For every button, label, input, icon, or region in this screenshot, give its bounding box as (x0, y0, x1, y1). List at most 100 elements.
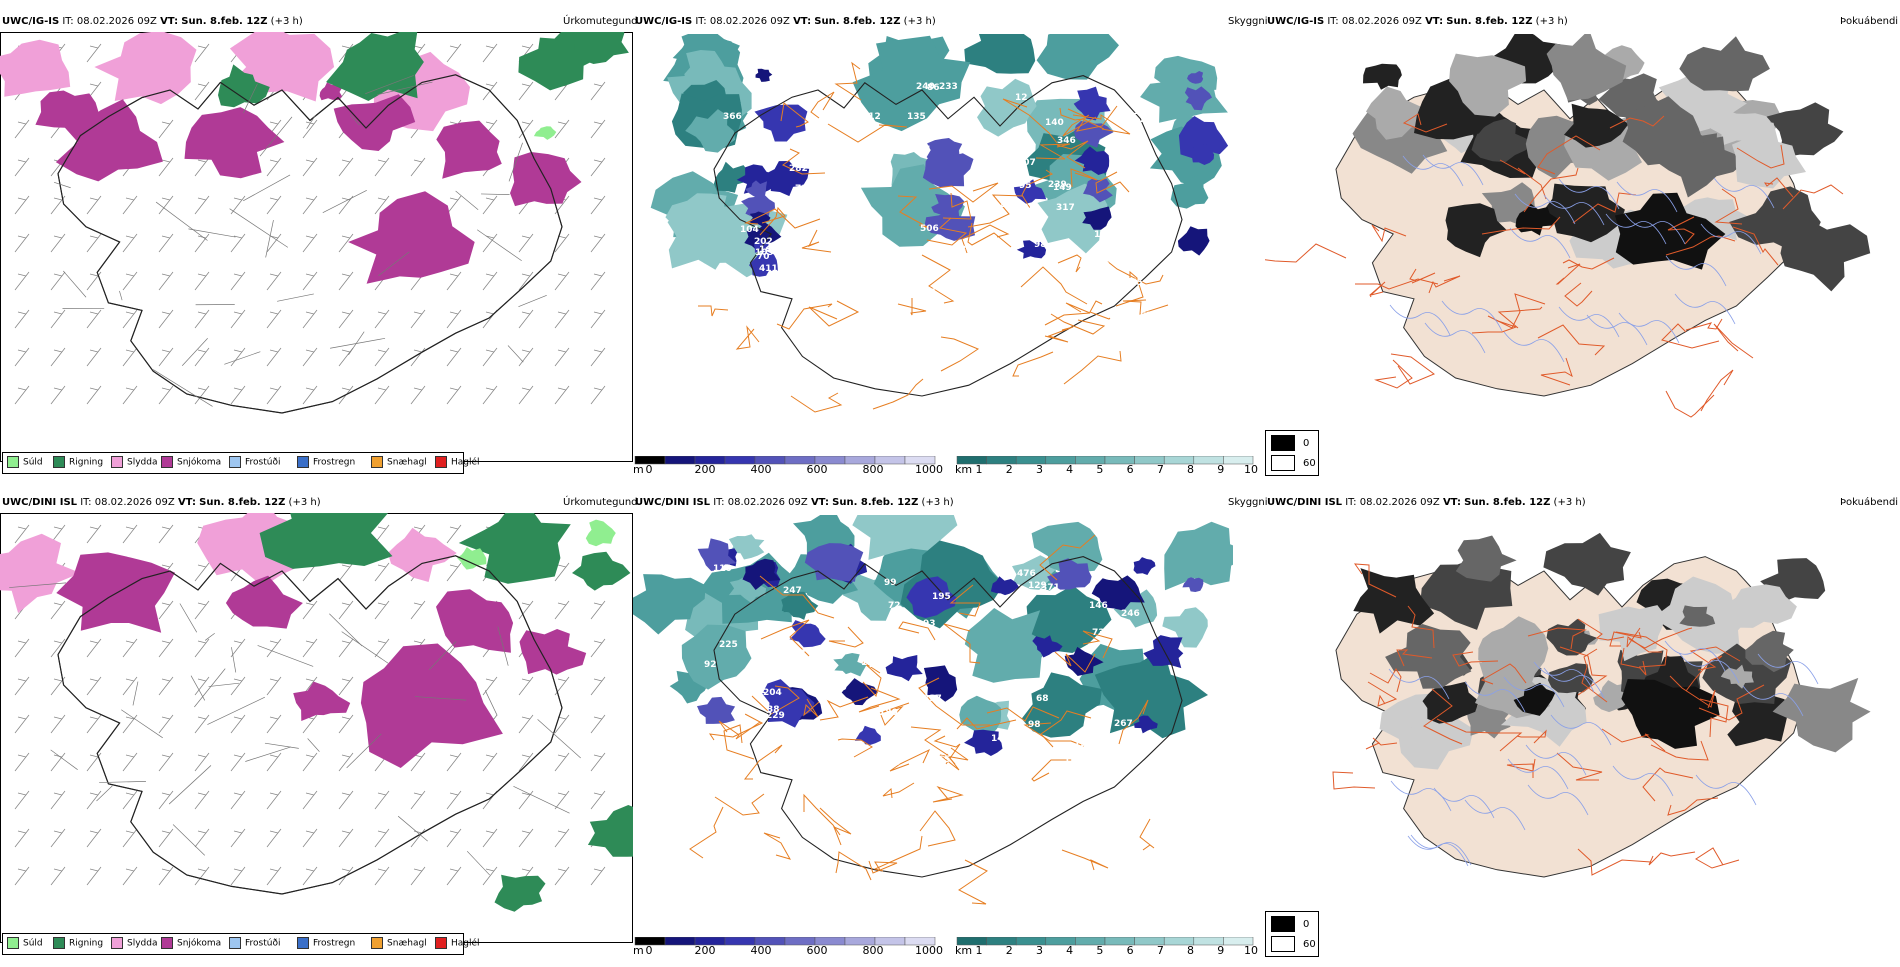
ceiling-value-label: 411 (759, 264, 778, 274)
ceiling-value-label: 140 (1045, 118, 1064, 128)
ceiling-value-label: 337 (923, 694, 942, 704)
colorbar-tick: 4 (1066, 944, 1073, 957)
legend-label: Haglél (451, 458, 480, 468)
ceiling-value-label: 70 (757, 252, 770, 262)
visibility-area (1037, 34, 1119, 80)
ceiling-colorbar-gradient (633, 937, 938, 947)
it-label: IT: (1327, 16, 1338, 27)
vt-label: VT: (1425, 16, 1443, 27)
ceiling-value-label: 831 (930, 769, 949, 779)
colorbar-cell (665, 937, 695, 945)
ceiling-value-label: 399 (960, 245, 979, 255)
ceiling-value-label: 158 (1064, 757, 1083, 767)
road-line (1714, 324, 1753, 358)
road-line (1013, 352, 1053, 376)
ceiling-colorbar-gradient (633, 456, 938, 466)
model-name: UWC/DINI ISL (635, 497, 710, 508)
colorbar-tick: 1000 (915, 944, 943, 957)
road-line (873, 379, 923, 409)
ceiling-area (1178, 226, 1210, 255)
legend-swatch (297, 456, 309, 468)
colorbar-tick: 1000 (915, 463, 943, 476)
forecast-offset: (+3 h) (1554, 497, 1586, 508)
fog-legend-label: 60 (1303, 458, 1316, 469)
panel-title: Þokuábendi (1840, 497, 1898, 509)
ceiling-value-label: 95 (1019, 181, 1032, 191)
legend-item: Súld (7, 937, 43, 949)
ceiling-value-label: 76 (1058, 90, 1071, 100)
road-line (1058, 255, 1081, 272)
colorbar-tick: 4 (1066, 463, 1073, 476)
model-name: UWC/DINI ISL (2, 497, 77, 508)
model-name: UWC/IG-IS (1267, 16, 1324, 27)
ceiling-value-label: 73 (1092, 628, 1105, 638)
colorbar-tick: 9 (1217, 944, 1224, 957)
precip-type-map (0, 32, 633, 462)
road-line (959, 860, 987, 904)
ceiling-value-label: 626 (978, 139, 997, 149)
road-line (802, 230, 831, 252)
ceiling-value-label: 98 (1028, 720, 1041, 730)
it-value: 08.02.2026 09Z (728, 497, 808, 508)
legend-item: Haglél (435, 937, 480, 949)
fog-legend-item: 60 (1271, 455, 1316, 471)
precip-type-panel: UWC/DINI ISL IT: 08.02.2026 09Z VT: Sun.… (0, 497, 640, 967)
legend-swatch (7, 456, 19, 468)
road-line (698, 306, 728, 316)
colorbar-tick: 600 (807, 944, 828, 957)
panel-header: UWC/DINI ISL IT: 08.02.2026 09Z VT: Sun.… (1267, 497, 1586, 509)
panel-header: UWC/DINI ISL IT: 08.02.2026 09Z VT: Sun.… (635, 497, 954, 509)
legend-item: Haglél (435, 456, 480, 468)
ceiling-value-label: 72 (888, 601, 901, 611)
colorbar-tick: 2 (1006, 944, 1013, 957)
ceiling-area (756, 69, 773, 82)
legend-swatch (371, 456, 383, 468)
ceiling-value-label: 104 (740, 225, 759, 235)
road-line (1701, 370, 1733, 411)
fog-legend-label: 60 (1303, 939, 1316, 950)
ceiling-unit: m (633, 463, 644, 476)
ceiling-value-label: 146 (1089, 601, 1108, 611)
panel-title: Þokuábendi (1840, 16, 1898, 28)
ceiling-value-label: 246 (1121, 609, 1140, 619)
road-line (1265, 244, 1346, 262)
ceiling-value-label: 989 (1046, 298, 1065, 308)
ceiling-value-label: 204 (763, 688, 782, 698)
colorbar-tick: 600 (807, 463, 828, 476)
ceiling-value-label: 62 (826, 738, 839, 748)
vt-label: VT: (178, 497, 196, 508)
road-line (690, 807, 723, 858)
ceiling-value-label: 239 (1048, 180, 1067, 190)
ceiling-value-label: 259 (882, 758, 901, 768)
legend-item: Snæhagl (371, 937, 427, 949)
road-line (875, 836, 922, 871)
ceiling-value-label: 170 (1021, 203, 1040, 213)
cloud-ceiling-panel: UWC/DINI ISL IT: 08.02.2026 09Z VT: Sun.… (633, 497, 1273, 967)
it-value: 08.02.2026 09Z (710, 16, 790, 27)
legend-item: Frostúði (229, 456, 280, 468)
ceiling-value-label: 282 (789, 164, 808, 174)
ceiling-value-label: 166 (780, 649, 799, 659)
ceiling-value-label: 173 (841, 765, 860, 775)
road-line (898, 298, 926, 315)
ceiling-area (697, 697, 735, 724)
it-label: IT: (80, 497, 91, 508)
ceiling-value-label: 195 (932, 592, 951, 602)
it-label: IT: (1345, 497, 1356, 508)
ceiling-value-label: 86 (927, 83, 940, 93)
vt-label: VT: (793, 16, 811, 27)
ceiling-value-label: 700 (828, 683, 847, 693)
road-line (829, 627, 863, 647)
road-line (715, 794, 764, 815)
fog-legend-swatch (1271, 455, 1295, 471)
ceiling-value-label: 110 (713, 564, 732, 574)
vt-value: Sun. 8.feb. 12Z (832, 497, 918, 508)
ceiling-value-label: 63 (1140, 311, 1153, 321)
legend-item: Rigning (53, 456, 103, 468)
visibility-unit: km (955, 944, 972, 957)
it-value: 08.02.2026 09Z (77, 16, 157, 27)
legend-label: Frostúði (245, 939, 280, 949)
ceiling-value-label: 201 (1140, 115, 1159, 125)
ceiling-value-label: 233 (939, 82, 958, 92)
ceiling-area (790, 620, 826, 647)
